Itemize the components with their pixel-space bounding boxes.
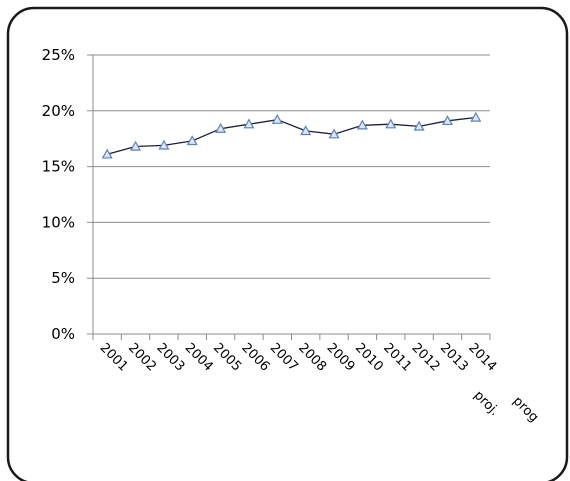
- data-point-marker: [271, 113, 283, 124]
- series-line-group: [107, 116, 476, 155]
- y-tick-label: 15%: [42, 158, 75, 176]
- y-tick-label: 0%: [51, 325, 75, 343]
- data-point-marker: [130, 140, 142, 151]
- data-point-marker: [470, 111, 482, 122]
- data-point-marker: [328, 128, 340, 139]
- data-point-marker: [101, 148, 113, 159]
- series-line: [107, 116, 476, 155]
- data-point-marker: [158, 139, 170, 150]
- data-markers: [101, 111, 482, 159]
- axes: [92, 55, 491, 340]
- y-tick-labels: 0% 5% 10% 15% 20% 25%: [42, 46, 75, 343]
- data-point-marker: [413, 120, 425, 131]
- y-tick-label: 5%: [51, 269, 75, 287]
- y-tick-label: 25%: [42, 46, 75, 64]
- y-tick-label: 10%: [42, 213, 75, 231]
- data-point-marker: [356, 119, 368, 130]
- data-point-marker: [441, 115, 453, 126]
- data-point-marker: [243, 118, 255, 129]
- data-point-marker: [385, 118, 397, 129]
- data-point-marker: [186, 135, 198, 146]
- data-point-marker: [300, 125, 312, 136]
- gridlines: [87, 54, 490, 335]
- y-tick-label: 20%: [42, 102, 75, 120]
- data-point-marker: [215, 122, 227, 133]
- chart-border: [6, 6, 569, 481]
